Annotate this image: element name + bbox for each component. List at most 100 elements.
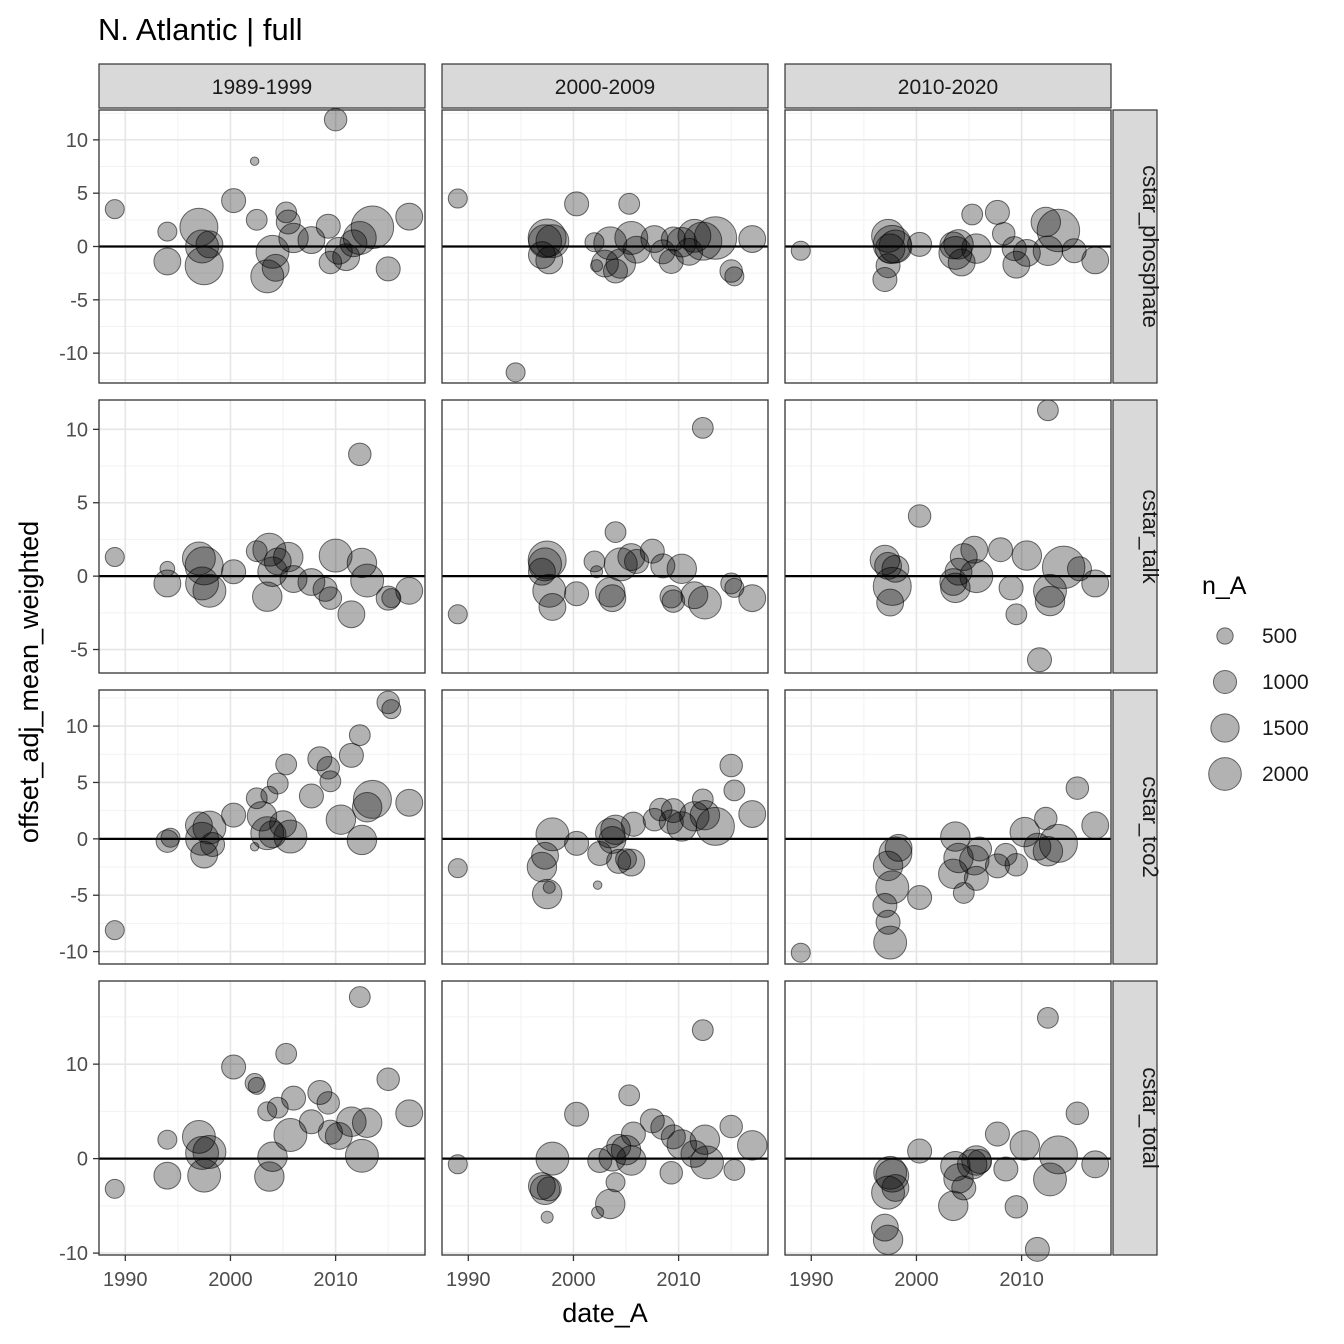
data-point xyxy=(790,240,811,261)
legend-key xyxy=(1208,757,1242,791)
panel-border xyxy=(784,689,1112,965)
data-point xyxy=(376,690,400,715)
data-point xyxy=(606,1133,632,1159)
data-point xyxy=(661,589,686,613)
data-point xyxy=(535,224,570,259)
x-tick-label: 2000 xyxy=(551,1269,596,1291)
column-strip-label: 2010-2020 xyxy=(898,76,998,99)
column-strip-bg xyxy=(784,63,1112,109)
data-point xyxy=(350,205,395,250)
data-point xyxy=(907,504,932,528)
data-point xyxy=(1033,573,1067,608)
data-point xyxy=(351,792,383,823)
data-point xyxy=(266,1096,289,1119)
x-tick-label: 2010 xyxy=(999,1269,1044,1291)
column-strip: 1989-1999 xyxy=(98,63,426,109)
legend-label: 1000 xyxy=(1262,671,1309,694)
data-point xyxy=(1024,1236,1050,1262)
y-tick-label: 5 xyxy=(77,493,88,515)
data-point xyxy=(616,1145,647,1176)
data-point xyxy=(624,548,650,574)
data-point xyxy=(1081,1150,1110,1179)
facet-panels xyxy=(98,107,1112,1262)
data-point xyxy=(381,699,402,720)
y-tick-label: 5 xyxy=(77,772,88,794)
axes: 10 5 0 -5 -10 10 5 0 -5 10 5 0 -5 -10 10 0 -10 1990 2000 20… xyxy=(59,130,1044,1291)
data-point xyxy=(338,742,364,768)
data-point xyxy=(872,850,904,882)
data-point xyxy=(650,1114,676,1140)
data-point xyxy=(1081,246,1110,275)
data-point xyxy=(200,831,226,857)
data-point xyxy=(967,836,993,862)
legend-entry: 1500 xyxy=(1210,713,1309,743)
data-point xyxy=(447,188,468,209)
data-point xyxy=(984,1121,1010,1147)
x-tick-label: 1990 xyxy=(103,1269,148,1291)
x-axis-title: date_A xyxy=(562,1298,648,1328)
data-point xyxy=(221,1054,247,1080)
data-point xyxy=(1009,1130,1040,1161)
data-point xyxy=(956,1149,988,1180)
data-point xyxy=(1002,250,1031,279)
data-point xyxy=(949,543,978,571)
data-point xyxy=(938,235,973,270)
data-point xyxy=(395,202,424,231)
data-point xyxy=(185,1136,220,1170)
data-point xyxy=(998,575,1024,601)
data-point xyxy=(535,246,564,275)
facet-panel xyxy=(98,399,426,674)
column-strip-bg xyxy=(441,63,769,109)
data-point xyxy=(395,576,424,605)
data-point xyxy=(564,191,590,217)
data-point xyxy=(1081,569,1110,598)
y-tick-label: -10 xyxy=(59,942,88,964)
data-point xyxy=(245,540,268,563)
row-strip: cstar_talk xyxy=(1112,399,1163,674)
panel-border xyxy=(784,399,1112,674)
x-tick-label: 1990 xyxy=(446,1269,491,1291)
data-point xyxy=(261,253,290,282)
data-point xyxy=(1034,585,1066,617)
data-point xyxy=(988,537,1014,563)
y-tick-label: -10 xyxy=(59,1243,88,1265)
data-point xyxy=(873,925,908,960)
data-point xyxy=(959,559,994,594)
data-point xyxy=(275,1042,298,1065)
panel-background xyxy=(785,400,1111,673)
panel-background xyxy=(785,690,1111,964)
data-point xyxy=(738,800,767,828)
data-point xyxy=(993,1156,1019,1182)
facet-panel xyxy=(98,980,426,1256)
data-point xyxy=(104,1178,125,1199)
data-point xyxy=(1011,540,1043,571)
y-tick-label: -5 xyxy=(70,640,88,662)
data-point xyxy=(221,559,247,585)
data-point xyxy=(104,199,125,220)
data-point xyxy=(337,600,366,629)
facet-panel xyxy=(98,107,426,384)
data-point xyxy=(1005,603,1028,626)
data-point xyxy=(874,551,902,580)
y-tick-label: -5 xyxy=(70,290,88,312)
data-point xyxy=(153,569,182,598)
legend-entry: 1000 xyxy=(1212,669,1309,695)
legend-label: 1500 xyxy=(1262,717,1309,740)
panel-border xyxy=(98,689,426,965)
data-point xyxy=(584,232,605,253)
data-point xyxy=(639,538,665,564)
data-point xyxy=(344,1138,379,1173)
row-strip: cstar_tco2 xyxy=(1112,689,1163,965)
data-point xyxy=(683,221,723,261)
data-point xyxy=(693,216,738,260)
data-point xyxy=(184,246,224,286)
data-point xyxy=(967,1148,993,1174)
data-point xyxy=(876,588,905,617)
data-point xyxy=(659,584,683,609)
legend-key xyxy=(1216,627,1234,645)
panel-background xyxy=(99,981,425,1255)
data-point xyxy=(1004,1195,1029,1219)
data-point xyxy=(447,858,468,879)
facet-panel xyxy=(98,689,426,965)
data-point xyxy=(332,243,361,272)
